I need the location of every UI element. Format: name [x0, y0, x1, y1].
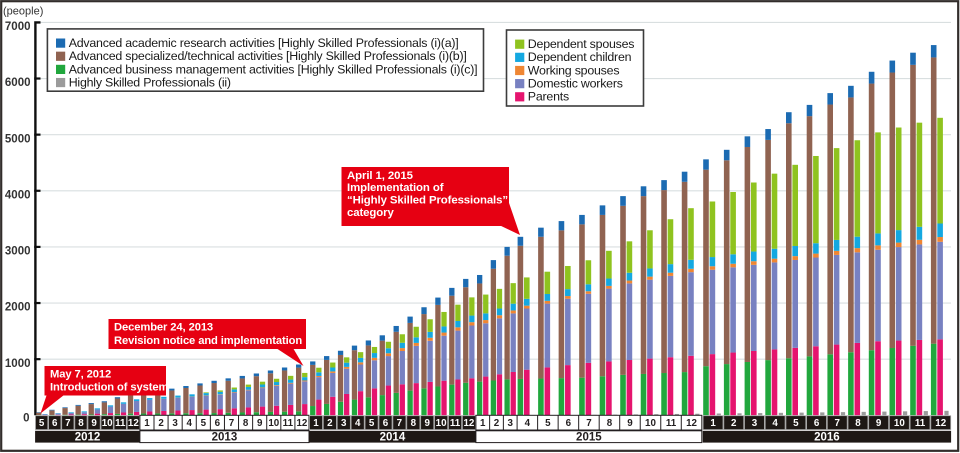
svg-text:1: 1	[144, 418, 150, 429]
svg-text:Dependent spouses: Dependent spouses	[528, 37, 635, 51]
svg-text:10: 10	[268, 418, 279, 429]
svg-text:1: 1	[710, 418, 716, 429]
svg-text:11: 11	[666, 418, 677, 429]
svg-text:4: 4	[772, 418, 778, 429]
svg-text:12: 12	[296, 418, 307, 429]
svg-text:2: 2	[158, 418, 164, 429]
svg-text:2014: 2014	[380, 432, 406, 444]
svg-text:11: 11	[115, 418, 126, 429]
svg-text:5: 5	[39, 418, 45, 429]
svg-text:Implementation of: Implementation of	[347, 182, 444, 194]
svg-text:Highly Skilled Professionals (: Highly Skilled Professionals (ii)	[69, 75, 231, 89]
svg-text:9: 9	[91, 418, 97, 429]
svg-text:1000: 1000	[5, 358, 31, 370]
svg-text:6000: 6000	[5, 77, 31, 89]
svg-text:3: 3	[341, 418, 347, 429]
svg-text:5: 5	[369, 418, 375, 429]
svg-text:6: 6	[52, 418, 58, 429]
svg-text:2: 2	[327, 418, 333, 429]
svg-text:7: 7	[229, 418, 235, 429]
svg-text:9: 9	[876, 418, 882, 429]
svg-text:May 7, 2012: May 7, 2012	[50, 368, 111, 380]
svg-text:8: 8	[411, 418, 417, 429]
svg-text:9: 9	[627, 418, 633, 429]
svg-text:6: 6	[814, 418, 820, 429]
svg-text:4: 4	[355, 418, 361, 429]
svg-text:4: 4	[525, 418, 531, 429]
svg-text:6: 6	[215, 418, 221, 429]
svg-text:Advanced specialized/technical: Advanced specialized/technical activitie…	[69, 49, 467, 63]
svg-text:11: 11	[915, 418, 926, 429]
svg-text:5: 5	[201, 418, 207, 429]
svg-text:2016: 2016	[814, 432, 840, 444]
svg-text:7: 7	[397, 418, 403, 429]
svg-text:9: 9	[257, 418, 263, 429]
svg-text:2: 2	[494, 418, 500, 429]
svg-text:1: 1	[480, 418, 486, 429]
svg-text:12: 12	[128, 418, 139, 429]
svg-text:5: 5	[793, 418, 799, 429]
svg-text:4000: 4000	[5, 189, 31, 201]
svg-text:7: 7	[586, 418, 592, 429]
svg-text:0: 0	[23, 412, 29, 424]
svg-text:(people): (people)	[3, 6, 43, 18]
svg-text:11: 11	[450, 418, 461, 429]
svg-text:7000: 7000	[5, 21, 31, 33]
svg-text:December 24, 2013: December 24, 2013	[114, 321, 213, 333]
svg-text:7: 7	[835, 418, 841, 429]
svg-text:1: 1	[313, 418, 319, 429]
svg-text:8: 8	[855, 418, 861, 429]
svg-text:3: 3	[508, 418, 514, 429]
svg-text:Advanced business management a: Advanced business management activities …	[69, 62, 478, 76]
svg-text:3: 3	[752, 418, 758, 429]
svg-text:Dependent children: Dependent children	[528, 50, 632, 64]
svg-text:Advanced academic research act: Advanced academic research activities [H…	[69, 36, 459, 50]
svg-text:8: 8	[607, 418, 613, 429]
svg-text:Domestic workers: Domestic workers	[528, 77, 623, 91]
svg-text:5: 5	[545, 418, 551, 429]
svg-text:11: 11	[283, 418, 294, 429]
svg-text:2012: 2012	[75, 432, 101, 444]
svg-text:4: 4	[186, 418, 192, 429]
svg-text:5000: 5000	[5, 133, 31, 145]
svg-text:2000: 2000	[5, 302, 31, 314]
svg-text:2013: 2013	[212, 432, 238, 444]
svg-text:12: 12	[463, 418, 474, 429]
svg-text:10: 10	[645, 418, 656, 429]
svg-text:3: 3	[172, 418, 178, 429]
svg-text:April 1, 2015: April 1, 2015	[347, 170, 414, 182]
svg-text:8: 8	[243, 418, 249, 429]
svg-text:2: 2	[731, 418, 737, 429]
svg-text:12: 12	[686, 418, 697, 429]
svg-text:“Highly Skilled Professionals”: “Highly Skilled Professionals”	[347, 194, 508, 206]
svg-text:6: 6	[383, 418, 389, 429]
svg-text:10: 10	[102, 418, 113, 429]
svg-text:12: 12	[935, 418, 946, 429]
svg-text:7: 7	[65, 418, 71, 429]
svg-text:3000: 3000	[5, 246, 31, 258]
svg-text:2015: 2015	[576, 432, 602, 444]
svg-text:Revision notice and implementa: Revision notice and implementation	[114, 335, 302, 347]
svg-text:Parents: Parents	[528, 90, 569, 104]
svg-text:10: 10	[436, 418, 447, 429]
svg-text:Introduction of system: Introduction of system	[50, 382, 169, 394]
svg-text:10: 10	[894, 418, 905, 429]
svg-text:9: 9	[424, 418, 430, 429]
svg-text:8: 8	[78, 418, 84, 429]
svg-text:Working spouses: Working spouses	[528, 63, 620, 77]
svg-text:6: 6	[566, 418, 572, 429]
svg-text:category: category	[347, 207, 394, 219]
